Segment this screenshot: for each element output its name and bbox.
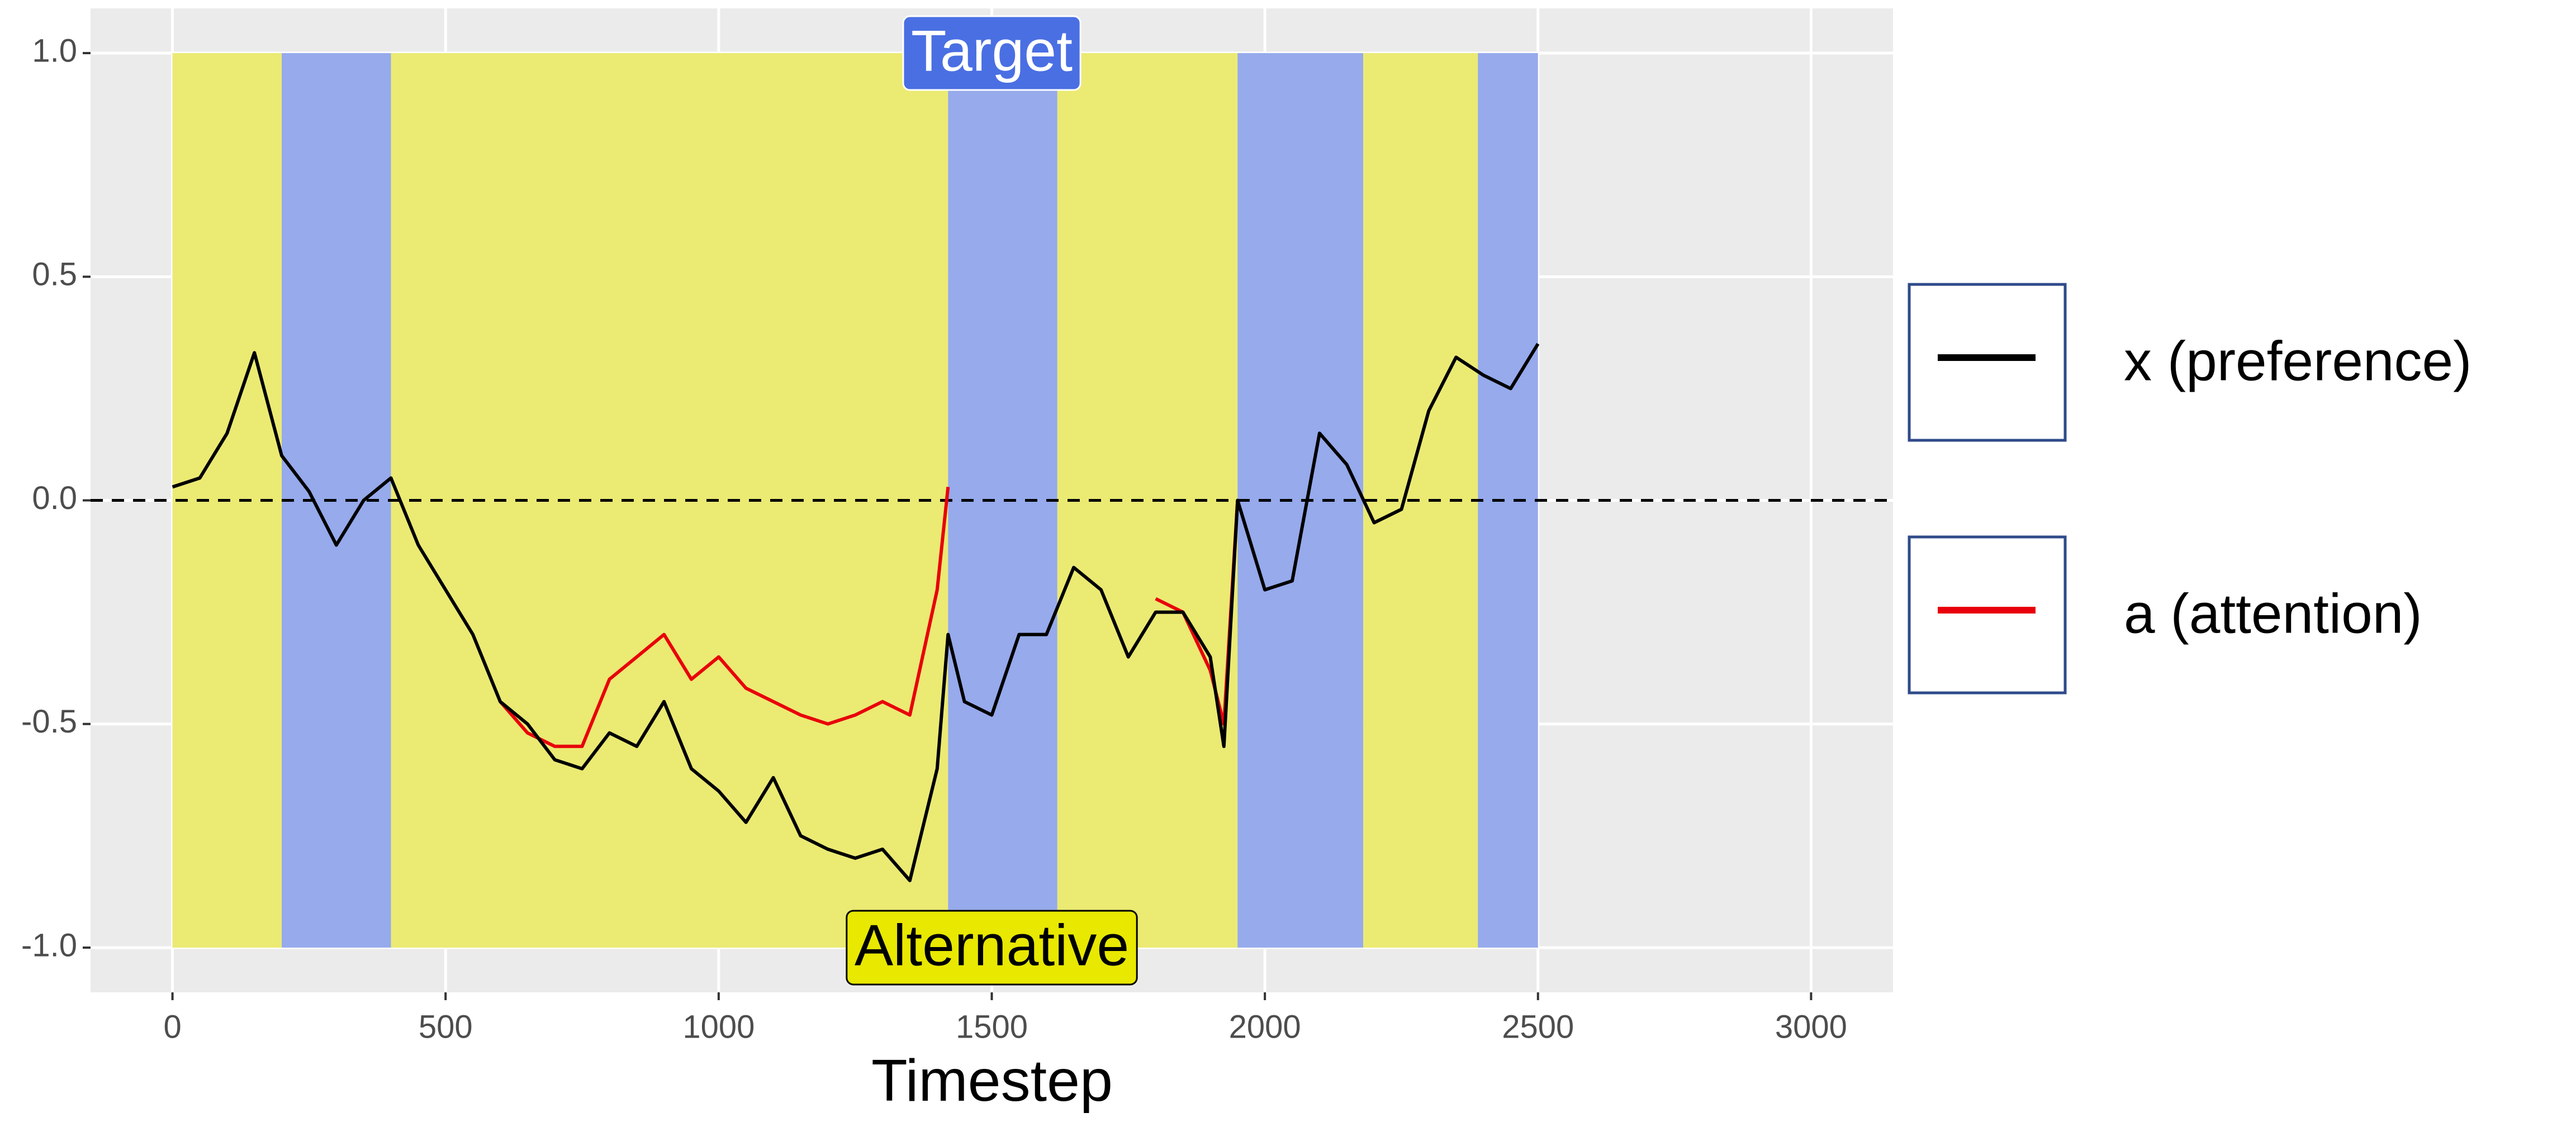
x-tick-label: 500 (419, 1009, 473, 1045)
x-tick-label: 1500 (956, 1009, 1028, 1045)
y-tick-label: 1.0 (32, 32, 77, 69)
annotations: Target Alternative (846, 15, 1138, 986)
y-tick-label: -0.5 (21, 703, 77, 740)
series-line (172, 343, 1540, 882)
legend-key-box (1908, 283, 2067, 442)
annotation-box (902, 15, 1081, 91)
legend-key-box (1908, 535, 2067, 695)
legend: x (preference) a (attention) (1908, 283, 2471, 695)
y-tick-label: 0.0 (32, 480, 77, 516)
y-tick-label: 0.5 (32, 256, 77, 293)
annotation-box (846, 910, 1138, 986)
x-tick-label: 0 (163, 1009, 181, 1045)
region (1478, 53, 1538, 948)
x-tick-label: 2000 (1229, 1009, 1301, 1045)
annotation-label: Target (911, 19, 1073, 84)
axes: -1.0 -0.5 0.0 0.5 1.0 0 500 1000 1500 2000 2500 300… (21, 32, 1847, 1045)
x-tick-label: 3000 (1775, 1009, 1847, 1045)
x-tick-label: 2500 (1502, 1009, 1574, 1045)
region (1057, 53, 1238, 948)
x-axis-title: Timestep (871, 1048, 1113, 1114)
region (1237, 53, 1364, 948)
annotation-label: Alternative (855, 913, 1129, 978)
lines (91, 343, 1893, 882)
y-tick-label: -1.0 (21, 927, 77, 963)
x-tick-label: 1000 (682, 1009, 755, 1045)
legend-label: a (attention) (2124, 582, 2422, 645)
legend-label: x (preference) (2124, 330, 2471, 392)
